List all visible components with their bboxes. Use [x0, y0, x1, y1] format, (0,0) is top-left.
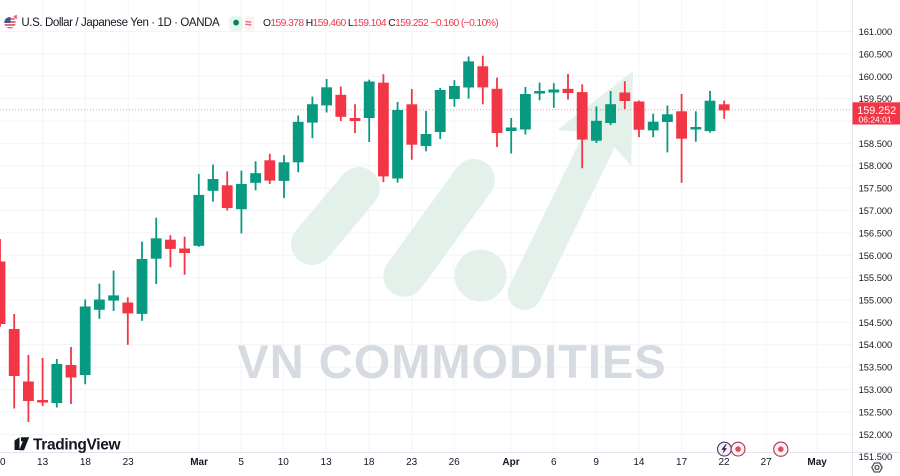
- svg-text:156.000: 156.000: [859, 251, 893, 261]
- svg-text:VN COMMODITIES: VN COMMODITIES: [237, 335, 666, 388]
- svg-text:10: 10: [0, 457, 6, 468]
- svg-text:154.000: 154.000: [859, 340, 893, 350]
- svg-text:10: 10: [278, 457, 290, 468]
- svg-text:155.500: 155.500: [859, 273, 893, 283]
- svg-text:5: 5: [238, 457, 244, 468]
- svg-text:18: 18: [363, 457, 375, 468]
- svg-text:152.000: 152.000: [859, 430, 893, 440]
- svg-text:13: 13: [321, 457, 333, 468]
- svg-text:23: 23: [123, 457, 135, 468]
- svg-text:May: May: [807, 457, 827, 468]
- svg-text:151.500: 151.500: [859, 452, 893, 462]
- svg-text:TradingView: TradingView: [33, 437, 121, 454]
- svg-text:9: 9: [593, 457, 599, 468]
- svg-text:13: 13: [37, 457, 49, 468]
- svg-text:157.500: 157.500: [859, 184, 893, 194]
- svg-text:154.500: 154.500: [859, 318, 893, 328]
- svg-text:161.000: 161.000: [859, 27, 893, 37]
- svg-text:O159.378 H159.460 L159.104 C15: O159.378 H159.460 L159.104 C159.252 −0.1…: [263, 18, 498, 29]
- svg-text:Apr: Apr: [502, 457, 519, 468]
- svg-text:156.500: 156.500: [859, 228, 893, 238]
- svg-text:158.500: 158.500: [859, 139, 893, 149]
- svg-text:160.000: 160.000: [859, 72, 893, 82]
- svg-text:27: 27: [761, 457, 773, 468]
- svg-text:159.252: 159.252: [857, 105, 896, 117]
- svg-text:160.500: 160.500: [859, 49, 893, 59]
- svg-text:14: 14: [633, 457, 645, 468]
- svg-text:U.S. Dollar / Japanese Yen · 1: U.S. Dollar / Japanese Yen · 1D · OANDA: [21, 17, 220, 29]
- svg-text:26: 26: [449, 457, 461, 468]
- svg-text:157.000: 157.000: [859, 206, 893, 216]
- svg-text:17: 17: [676, 457, 688, 468]
- svg-text:153.000: 153.000: [859, 385, 893, 395]
- svg-text:18: 18: [80, 457, 92, 468]
- svg-text:159.500: 159.500: [859, 94, 893, 104]
- svg-text:153.500: 153.500: [859, 363, 893, 373]
- svg-text:06:24:01: 06:24:01: [859, 115, 892, 125]
- svg-text:22: 22: [718, 457, 730, 468]
- svg-text:23: 23: [406, 457, 418, 468]
- svg-text:152.500: 152.500: [859, 407, 893, 417]
- svg-text:≈: ≈: [245, 18, 252, 30]
- svg-text:155.000: 155.000: [859, 296, 893, 306]
- svg-text:158.000: 158.000: [859, 161, 893, 171]
- svg-text:Mar: Mar: [190, 457, 208, 468]
- svg-text:6: 6: [551, 457, 557, 468]
